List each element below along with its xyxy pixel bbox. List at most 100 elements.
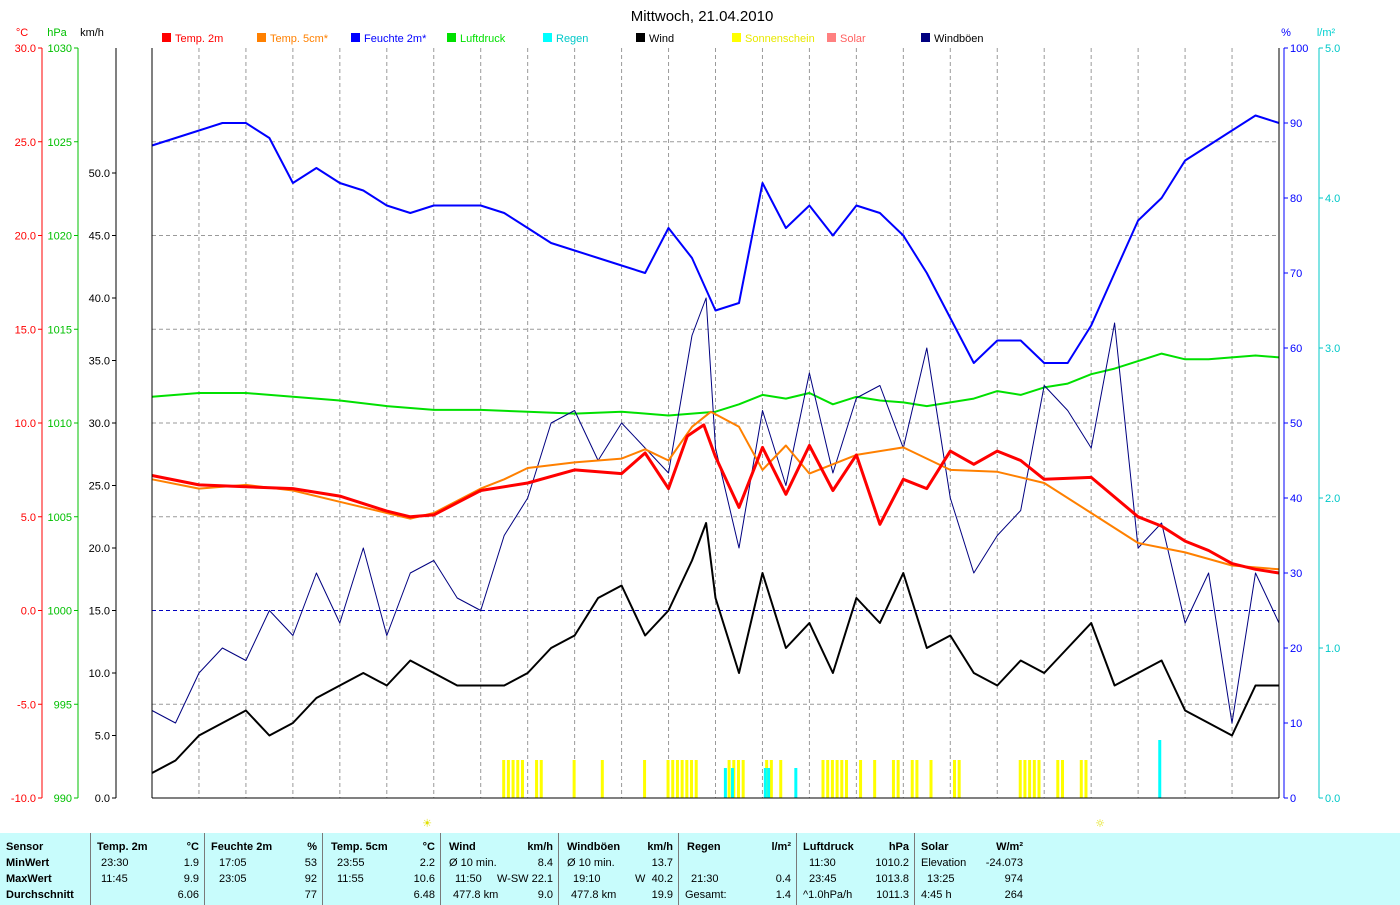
- wind-tick-label: 0.0: [95, 793, 110, 805]
- legend-swatch: [636, 33, 645, 42]
- sunrise-marker: ☀: [422, 817, 432, 830]
- rain-tick-label: 5.0: [1325, 43, 1340, 55]
- humidity-tick-label: 80: [1290, 193, 1302, 205]
- sunshine-bar: [511, 760, 515, 798]
- stats-table: Sensor MinWert MaxWert Durchschnitt Temp…: [0, 833, 1400, 905]
- stats-boen-min-label: Ø 10 min.: [567, 857, 615, 869]
- wind-unit: km/h: [80, 27, 104, 39]
- humidity-tick-label: 60: [1290, 343, 1302, 355]
- stats-feuchte-max: 92: [304, 873, 317, 885]
- axes: 30.025.020.015.010.05.00.0-5.0-10.010301…: [11, 43, 1340, 805]
- legend-swatch: [543, 33, 552, 42]
- pressure-tick-label: 990: [54, 793, 72, 805]
- stats-temp2m-max-time: 11:45: [101, 873, 128, 885]
- humidity-tick-label: 100: [1290, 43, 1308, 55]
- stats-boen-avg: 19.9: [651, 889, 673, 901]
- humidity-tick-label: 20: [1290, 643, 1302, 655]
- legend-label: Windböen: [934, 33, 984, 45]
- stats-col-temp5cm: Temp. 5cm °C 23:55 2.2 11:55 10.6 6.48: [322, 833, 441, 905]
- temp-tick-label: 20.0: [15, 231, 36, 243]
- stats-col-feuchte: Feuchte 2m % 17:05 53 23:05 92 77: [204, 833, 323, 905]
- stats-temp5cm-min-time: 23:55: [337, 857, 365, 869]
- stats-header-boen: Windböen: [567, 841, 621, 853]
- stats-row-avg: Durchschnitt: [6, 889, 74, 901]
- wind-tick-label: 40.0: [89, 293, 110, 305]
- sunshine-bar: [694, 760, 698, 798]
- stats-druck-min: 1010.2: [875, 857, 909, 869]
- pressure-tick-label: 1025: [48, 137, 72, 149]
- stats-unit-boen: km/h: [647, 841, 673, 853]
- temp-tick-label: 5.0: [21, 512, 36, 524]
- sunshine-bar: [915, 760, 919, 798]
- sunshine-bar: [891, 760, 895, 798]
- stats-temp2m-avg: 6.06: [177, 889, 199, 901]
- rain-bar: [794, 768, 798, 798]
- stats-col-temp2m: Temp. 2m °C 23:30 1.9 11:45 9.9 6.06: [90, 833, 205, 905]
- sunshine-bar: [741, 760, 745, 798]
- wind-tick-label: 45.0: [89, 231, 110, 243]
- wind-tick-label: 30.0: [89, 418, 110, 430]
- humidity-tick-label: 40: [1290, 493, 1302, 505]
- stats-temp2m-max: 9.9: [183, 873, 199, 885]
- sunshine-bar: [1023, 760, 1027, 798]
- stats-druck-avg: 1011.3: [876, 889, 909, 901]
- stats-boen-max-dir: W: [635, 873, 646, 885]
- stats-header-druck: Luftdruck: [803, 841, 854, 853]
- legend-label: Feuchte 2m*: [364, 33, 427, 45]
- stats-header-temp5cm: Temp. 5cm: [331, 841, 388, 853]
- temp-tick-label: 25.0: [15, 137, 36, 149]
- sunshine-bar: [1084, 760, 1088, 798]
- legend-swatch: [732, 33, 741, 42]
- legend-swatch: [257, 33, 266, 42]
- stats-wind-min: 8.4: [537, 857, 553, 869]
- stats-temp5cm-max-time: 11:55: [337, 873, 364, 885]
- stats-unit-temp2m: °C: [186, 841, 199, 853]
- stats-feuchte-min-time: 17:05: [219, 857, 247, 869]
- rain-bar: [1158, 740, 1162, 798]
- sunshine-bar: [506, 760, 510, 798]
- sunshine-bar: [952, 760, 956, 798]
- series-wind: [151, 522, 1279, 774]
- sunshine-bar: [502, 760, 506, 798]
- stats-solar-max-time: 13:25: [927, 873, 955, 885]
- sunshine-bar: [779, 760, 783, 798]
- stats-regen-max: 0.4: [775, 873, 791, 885]
- sunshine-bar: [675, 760, 679, 798]
- stats-boen-min: 13.7: [651, 857, 673, 869]
- grid: [152, 48, 1279, 798]
- stats-header-solar: Solar: [921, 841, 949, 853]
- sunshine-bar: [572, 760, 576, 798]
- rain-bar: [730, 768, 734, 798]
- pressure-tick-label: 1010: [48, 418, 72, 430]
- stats-row-max: MaxWert: [6, 873, 52, 885]
- sunshine-bar: [896, 760, 900, 798]
- stats-unit-regen: l/m²: [771, 841, 791, 853]
- sunshine-bar: [1028, 760, 1032, 798]
- sunshine-bar: [680, 760, 684, 798]
- wind-tick-label: 10.0: [89, 668, 110, 680]
- series-temp-2m: [151, 423, 1280, 575]
- pressure-unit: hPa: [47, 27, 67, 39]
- humidity-tick-label: 30: [1290, 568, 1302, 580]
- stats-druck-max: 1013.8: [875, 873, 909, 885]
- chart-title: Mittwoch, 21.04.2010: [631, 8, 774, 25]
- stats-wind-max: 22.1: [531, 873, 553, 885]
- rain-bar: [723, 768, 727, 798]
- rain-tick-label: 4.0: [1325, 193, 1340, 205]
- stats-col-boen: Windböen km/h Ø 10 min. 13.7 19:10 W 40.…: [558, 833, 679, 905]
- humidity-tick-label: 50: [1290, 418, 1302, 430]
- humidity-tick-label: 70: [1290, 268, 1302, 280]
- sunshine-bar: [826, 760, 830, 798]
- sunshine-bar: [1018, 760, 1022, 798]
- stats-solar-avg: 264: [1004, 889, 1023, 901]
- sunshine-bar: [957, 760, 961, 798]
- sunshine-bar: [535, 760, 539, 798]
- legend-swatch: [162, 33, 171, 42]
- sunshine-bar: [830, 760, 834, 798]
- legend-swatch: [827, 33, 836, 42]
- stats-regen-total-label: Gesamt:: [685, 889, 727, 901]
- stats-solar-elevation-label: Elevation: [921, 857, 967, 869]
- pressure-tick-label: 1030: [48, 43, 72, 55]
- sunshine-bar: [666, 760, 670, 798]
- temp-tick-label: -5.0: [17, 699, 36, 711]
